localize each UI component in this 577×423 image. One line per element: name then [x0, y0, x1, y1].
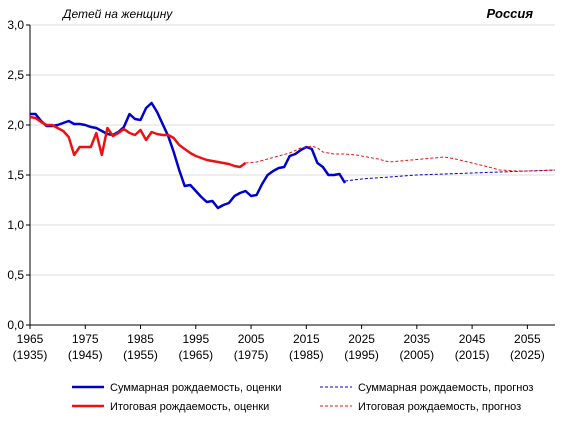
x-tick-sublabel: (2015) — [455, 348, 490, 362]
x-tick-label: 2015 — [293, 332, 320, 346]
series-line-2 — [29, 115, 247, 169]
x-tick-sublabel: (1965) — [178, 348, 213, 362]
x-tick-label: 1965 — [17, 332, 44, 346]
x-tick-sublabel: (2025) — [510, 348, 545, 362]
y-tick-label: 2,5 — [7, 68, 24, 82]
x-tick-label: 2055 — [514, 332, 541, 346]
axes: 0,0 0,5 1,0 1,5 2,0 2,5 3,0 1965 (1935) 1975 (1945… — [7, 18, 555, 362]
grid-lines — [30, 24, 555, 276]
x-tick-sublabel: (1955) — [123, 348, 158, 362]
x-tick-label: 2045 — [459, 332, 486, 346]
y-tick-label: 0,0 — [7, 318, 24, 332]
x-tick-label: 2035 — [403, 332, 430, 346]
unit-label: Детей на женщину — [61, 7, 173, 21]
data-series — [29, 101, 556, 210]
series-line-4 — [245, 145, 556, 172]
legend-label: Суммарная рождаемость, прогноз — [358, 382, 533, 394]
y-tick-label: 1,0 — [7, 218, 24, 232]
x-tick-sublabel: (1995) — [344, 348, 379, 362]
legend: Суммарная рождаемость, оценки Суммарная р… — [72, 382, 533, 413]
x-tick-sublabel: (1945) — [68, 348, 103, 362]
x-tick-sublabel: (1935) — [13, 348, 48, 362]
x-tick-label: 1995 — [182, 332, 209, 346]
x-tick-label: 2025 — [348, 332, 375, 346]
x-tick-sublabel: (1975) — [234, 348, 269, 362]
x-tick-sublabel: (1985) — [289, 348, 324, 362]
series-line-1 — [30, 101, 347, 210]
legend-label: Итоговая рождаемость, прогноз — [358, 401, 521, 413]
region-label: Россия — [487, 6, 534, 21]
legend-label: Суммарная рождаемость, оценки — [110, 382, 282, 394]
y-tick-label: 3,0 — [7, 18, 24, 32]
series-line-3 — [344, 169, 556, 182]
x-tick-label: 1985 — [127, 332, 154, 346]
x-tick-label: 1975 — [72, 332, 99, 346]
y-tick-label: 1,5 — [7, 168, 24, 182]
x-tick-label: 2005 — [238, 332, 265, 346]
legend-label: Итоговая рождаемость, оценки — [110, 401, 269, 413]
x-tick-sublabel: (2005) — [399, 348, 434, 362]
y-tick-label: 2,0 — [7, 118, 24, 132]
y-tick-label: 0,5 — [7, 268, 24, 282]
